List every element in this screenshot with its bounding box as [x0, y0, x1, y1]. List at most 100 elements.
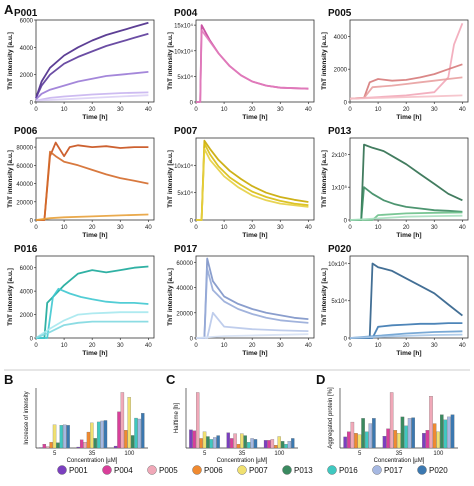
bar — [291, 438, 294, 448]
bar — [94, 438, 97, 448]
y-tick-label: 4000 — [20, 290, 34, 296]
x-tick-label: 40 — [145, 343, 152, 349]
legend-label: P006 — [204, 466, 223, 475]
x-tick-label: 100 — [274, 451, 285, 457]
legend-swatch — [373, 466, 382, 475]
x-tick-label: 0 — [34, 225, 38, 231]
y-tick-label: 0 — [190, 219, 194, 225]
y-axis-label: ThT intensity [a.u.] — [7, 150, 14, 208]
bar — [365, 432, 368, 448]
chart-title: P004 — [174, 8, 198, 19]
x-tick-label: 30 — [431, 225, 438, 231]
bar — [121, 392, 124, 448]
bar — [97, 422, 100, 448]
legend-label: P004 — [114, 466, 133, 475]
series-line — [196, 141, 308, 220]
x-tick-label: 10 — [375, 225, 382, 231]
x-tick-label: 30 — [277, 225, 284, 231]
bar — [251, 438, 254, 448]
bar — [90, 423, 93, 448]
bar — [213, 437, 216, 448]
bar — [247, 442, 250, 448]
legend-label: P007 — [249, 466, 268, 475]
x-tick-label: 0 — [348, 225, 352, 231]
panel-letter-B: B — [4, 372, 13, 387]
x-tick-label: 10 — [61, 225, 68, 231]
bar — [134, 418, 137, 448]
bar — [138, 419, 141, 448]
plot-frame — [36, 138, 154, 220]
bar — [281, 441, 284, 448]
panel-letter-A: A — [4, 2, 14, 17]
y-tick-label: 0 — [30, 101, 34, 107]
series-line — [36, 215, 148, 221]
bar — [426, 430, 429, 448]
chart-title: P016 — [14, 244, 38, 255]
x-tick-label: 40 — [459, 225, 466, 231]
y-axis-label: ThT intensity [a.u.] — [167, 150, 174, 208]
bar — [206, 437, 209, 448]
x-tick-label: 10 — [61, 343, 68, 349]
plot-frame — [196, 20, 314, 102]
x-axis-label: Time [h] — [242, 350, 267, 357]
bar — [189, 430, 192, 448]
x-tick-label: 40 — [305, 225, 312, 231]
bar — [264, 440, 267, 448]
chart-title: P013 — [328, 126, 352, 137]
legend-swatch — [328, 466, 337, 475]
x-tick-label: 10 — [61, 107, 68, 113]
y-tick-label: 5x10⁴ — [177, 190, 193, 197]
x-tick-label: 20 — [89, 343, 96, 349]
x-tick-label: 0 — [194, 343, 198, 349]
x-tick-label: 100 — [433, 451, 444, 457]
bar — [77, 447, 80, 448]
y-axis-label: Halftime [h] — [174, 402, 180, 433]
y-axis-label: ThT intensity [a.u.] — [321, 268, 328, 326]
bar — [383, 436, 386, 448]
bar — [244, 436, 247, 448]
y-tick-label: 10x10⁴ — [328, 261, 347, 268]
y-axis-label: ThT intensity [a.u.] — [321, 32, 328, 90]
x-tick-label: 10 — [375, 343, 382, 349]
bar — [404, 426, 407, 448]
y-axis-label: ThT intensity [a.u.] — [7, 32, 14, 90]
x-tick-label: 10 — [221, 225, 228, 231]
x-tick-label: 40 — [305, 343, 312, 349]
x-axis-label: Time [h] — [82, 114, 107, 121]
bar — [254, 439, 257, 448]
y-tick-label: 6000 — [20, 19, 34, 25]
x-axis-label: Time [h] — [82, 350, 107, 357]
chart-title: P006 — [14, 126, 38, 137]
bar — [422, 433, 425, 448]
bar — [43, 444, 46, 448]
legend-swatch — [193, 466, 202, 475]
x-tick-label: 20 — [249, 107, 256, 113]
legend-swatch — [58, 466, 67, 475]
legend-label: P020 — [429, 466, 448, 475]
bar — [288, 441, 291, 448]
y-tick-label: 1x10⁵ — [332, 185, 348, 192]
bar — [372, 418, 375, 448]
legend-label: P013 — [294, 466, 313, 475]
x-tick-label: 0 — [34, 343, 38, 349]
series-line — [350, 264, 462, 339]
series-line — [350, 23, 462, 98]
plot-frame — [196, 138, 314, 220]
x-tick-label: 35 — [396, 451, 403, 457]
x-tick-label: 40 — [145, 107, 152, 113]
bar — [351, 422, 354, 448]
legend-swatch — [418, 466, 427, 475]
x-tick-label: 0 — [194, 107, 198, 113]
x-tick-label: 30 — [277, 343, 284, 349]
bar — [354, 433, 357, 448]
bar — [210, 439, 213, 448]
panel-letter-D: D — [316, 372, 325, 387]
y-tick-label: 10x10⁴ — [174, 163, 193, 170]
x-tick-label: 35 — [239, 451, 246, 457]
x-tick-label: 10 — [221, 107, 228, 113]
